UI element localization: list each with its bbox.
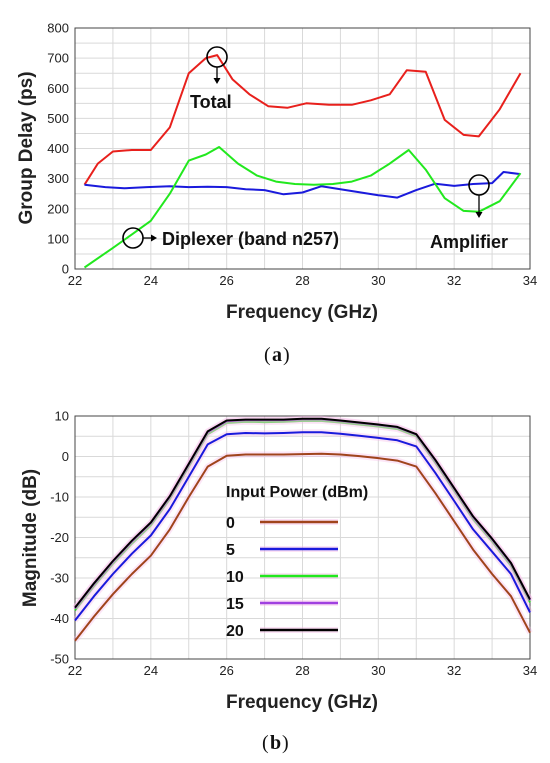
chart-b-xtick-label: 26 <box>219 663 233 678</box>
caption-a: ( a ) <box>264 344 290 366</box>
chart-b-xlabel: Frequency (GHz) <box>226 692 378 713</box>
legend-label-p10: 10 <box>226 569 244 586</box>
chart-b-ylabel: Magnitude (dB) <box>20 469 41 607</box>
chart-a-ticks: 22 24 26 28 30 32 34 0 100 200 300 400 500 600 700 800 <box>47 21 537 289</box>
chart-a-ylabel: Group Delay (ps) <box>16 71 37 224</box>
chart-a-ytick-label: 600 <box>47 81 69 96</box>
chart-a-ytick-label: 300 <box>47 171 69 186</box>
chart-b-series-p0 <box>74 452 531 642</box>
chart-a-xtick-label: 28 <box>295 273 309 288</box>
chart-b: 22 24 26 28 30 32 34 -50 -40 -30 -20 -10 0 10 Frequen… <box>20 409 537 714</box>
chart-a-series <box>83 54 522 269</box>
caption-a-close: ) <box>283 344 290 366</box>
chart-b-xtick-label: 34 <box>523 663 537 678</box>
chart-a: 22 24 26 28 30 32 340100200300400500600700800 … <box>16 21 537 324</box>
caption-b: ( b ) <box>262 732 289 754</box>
chart-b-series <box>72 415 533 643</box>
chart-a-xtick-label: 30 <box>371 273 385 288</box>
legend-items: 0 5 10 15 20 <box>226 515 338 640</box>
chart-b-ytick-label: -50 <box>50 652 69 667</box>
chart-b-ytick-label: 10 <box>55 409 69 424</box>
chart-b-series-p20 <box>74 417 531 609</box>
chart-a-xtick-label: 34 <box>523 273 537 288</box>
legend-label-p15: 15 <box>226 596 244 613</box>
chart-b-ytick-label: -30 <box>50 571 69 586</box>
chart-a-ytick-label: 800 <box>47 21 69 36</box>
caption-a-open: ( <box>264 344 271 366</box>
chart-b-ticks: 22 24 26 28 30 32 34 -50 -40 -30 -20 -10 0 10 <box>50 409 537 679</box>
chart-b-legend: Input Power (dBm) 0 5 10 15 20 <box>226 484 368 640</box>
chart-b-xtick-label: 30 <box>371 663 385 678</box>
chart-b-ytick-label: -20 <box>50 530 69 545</box>
chart-b-xtick-label: 24 <box>144 663 158 678</box>
chart-a-series-amplifier <box>83 146 522 269</box>
chart-b-series-p5 <box>74 431 531 622</box>
chart-b-xtick-label: 28 <box>295 663 309 678</box>
chart-a-xtick-label: 22 <box>68 273 82 288</box>
chart-a-ytick-label: 700 <box>47 51 69 66</box>
chart-b-ytick-label: -10 <box>50 490 69 505</box>
chart-a-ytick-label: 100 <box>47 231 69 246</box>
chart-a-ytick-label: 500 <box>47 111 69 126</box>
legend-title: Input Power (dBm) <box>226 484 368 501</box>
chart-a-ytick-label: 200 <box>47 201 69 216</box>
legend-label-p5: 5 <box>226 542 235 559</box>
chart-b-series-p10 <box>74 419 531 612</box>
chart-a-xtick-label: 26 <box>219 273 233 288</box>
diplexer-label: Diplexer (band n257) <box>162 229 339 249</box>
diplexer-marker-arrowhead <box>151 234 157 242</box>
total-label: Total <box>190 92 232 112</box>
chart-a-series-diplexer <box>84 171 521 199</box>
chart-b-xtick-label: 32 <box>447 663 461 678</box>
caption-b-letter: b <box>270 732 281 754</box>
amplifier-label: Amplifier <box>430 232 508 252</box>
chart-b-frame <box>74 415 531 660</box>
chart-a-frame <box>74 27 531 270</box>
chart-b-ytick-label: -40 <box>50 611 69 626</box>
amplifier-marker-arrowhead <box>475 212 483 218</box>
legend-label-p20: 20 <box>226 623 244 640</box>
total-marker-arrowhead <box>213 78 221 84</box>
chart-a-xlabel: Frequency (GHz) <box>226 302 378 323</box>
chart-a-ytick-label: 0 <box>62 262 69 277</box>
caption-b-close: ) <box>282 732 289 754</box>
caption-b-open: ( <box>262 732 269 754</box>
caption-a-letter: a <box>272 344 282 366</box>
chart-a-ytick-label: 400 <box>47 141 69 156</box>
chart-a-xtick-label: 32 <box>447 273 461 288</box>
chart-a-xtick-label: 24 <box>144 273 158 288</box>
chart-b-xtick-label: 22 <box>68 663 82 678</box>
chart-b-ytick-label: 0 <box>62 449 69 464</box>
chart-a-series-total <box>83 54 522 186</box>
legend-label-p0: 0 <box>226 515 235 532</box>
